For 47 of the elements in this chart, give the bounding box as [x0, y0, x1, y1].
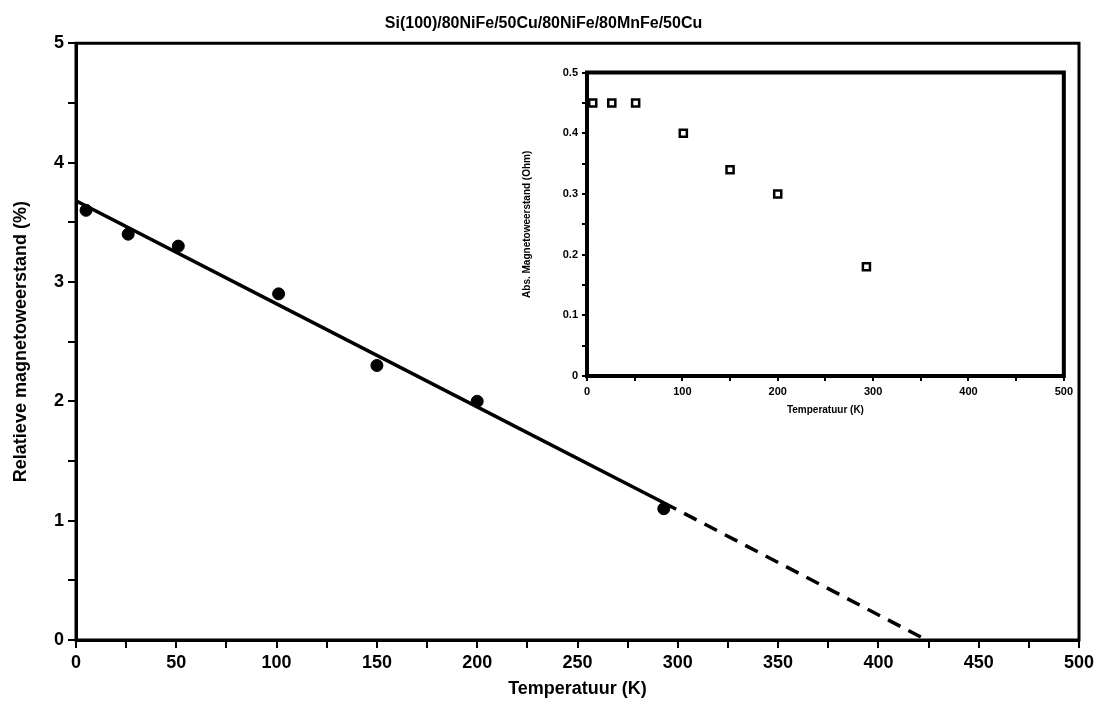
x-tick-label: 0	[70, 651, 82, 672]
point	[772, 189, 783, 199]
y-axis-title: Abs. Magnetoweerstand (Ohm)	[520, 150, 532, 298]
x-tick-label: 500	[1063, 651, 1095, 672]
point	[171, 239, 185, 253]
x-tick-label: 50	[166, 651, 187, 672]
y-axis-title: Relatieve magnetoweerstand (%)	[9, 201, 30, 483]
x-tick-label: 0	[583, 384, 591, 397]
y-tick-label: 0.2	[562, 247, 578, 260]
x-tick-label: 450	[963, 651, 994, 672]
y-tick-label: 4	[53, 151, 64, 172]
y-tick-label: 2	[53, 390, 64, 411]
point	[657, 502, 671, 516]
y-tick-label: 0.3	[562, 186, 578, 199]
x-tick-label: 150	[361, 651, 392, 672]
point	[79, 203, 93, 217]
y-tick-label: 0.4	[562, 126, 579, 139]
point	[272, 287, 286, 301]
y-tick-label: 0	[571, 369, 578, 382]
x-tick-label: 400	[959, 384, 978, 397]
y-tick-label: 1	[53, 509, 64, 530]
point	[370, 358, 384, 372]
point	[470, 394, 484, 408]
chart-title: Si(100)/80NiFe/50Cu/80NiFe/80MnFe/50Cu	[384, 14, 703, 32]
x-tick-label: 350	[763, 651, 794, 672]
y-tick-label: 5	[53, 32, 64, 53]
y-tick-label: 0.5	[562, 65, 578, 78]
point	[678, 128, 689, 139]
x-tick-label: 200	[462, 651, 493, 672]
point	[121, 227, 135, 241]
point	[725, 164, 735, 175]
x-tick-label: 200	[768, 384, 787, 397]
x-tick-label: 500	[1054, 384, 1073, 397]
x-tick-label: 400	[863, 651, 894, 672]
point	[607, 98, 617, 108]
x-tick-label: 300	[662, 651, 693, 672]
x-tick-label: 100	[261, 651, 292, 672]
y-tick-label: 3	[53, 270, 64, 291]
x-axis-title: Temperatuur (K)	[786, 403, 864, 415]
y-tick-label: 0.1	[562, 308, 578, 321]
x-tick-label: 100	[673, 384, 692, 397]
y-tick-label: 0	[53, 628, 64, 649]
point	[630, 98, 641, 108]
x-axis-title: Temperatuur (K)	[508, 678, 647, 699]
point	[861, 261, 872, 272]
x-tick-label: 250	[562, 651, 593, 672]
x-tick-label: 300	[863, 384, 883, 397]
